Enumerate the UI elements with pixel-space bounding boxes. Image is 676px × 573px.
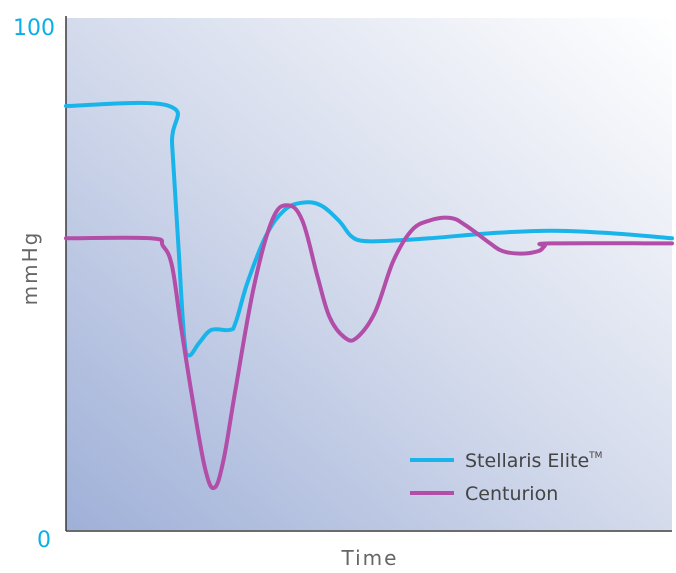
legend-label-centurion: Centurion — [465, 483, 558, 505]
y-tick-label: 0 — [37, 528, 51, 553]
legend-label-stellaris-elite: Stellaris EliteTM — [465, 450, 602, 472]
x-axis-label: Time — [341, 546, 399, 570]
legend: Stellaris EliteTM Centurion — [410, 450, 602, 505]
series-line-centurion — [64, 203, 674, 491]
y-tick-label: 100 — [13, 16, 55, 41]
y-axis-label: mmHg — [18, 231, 42, 306]
